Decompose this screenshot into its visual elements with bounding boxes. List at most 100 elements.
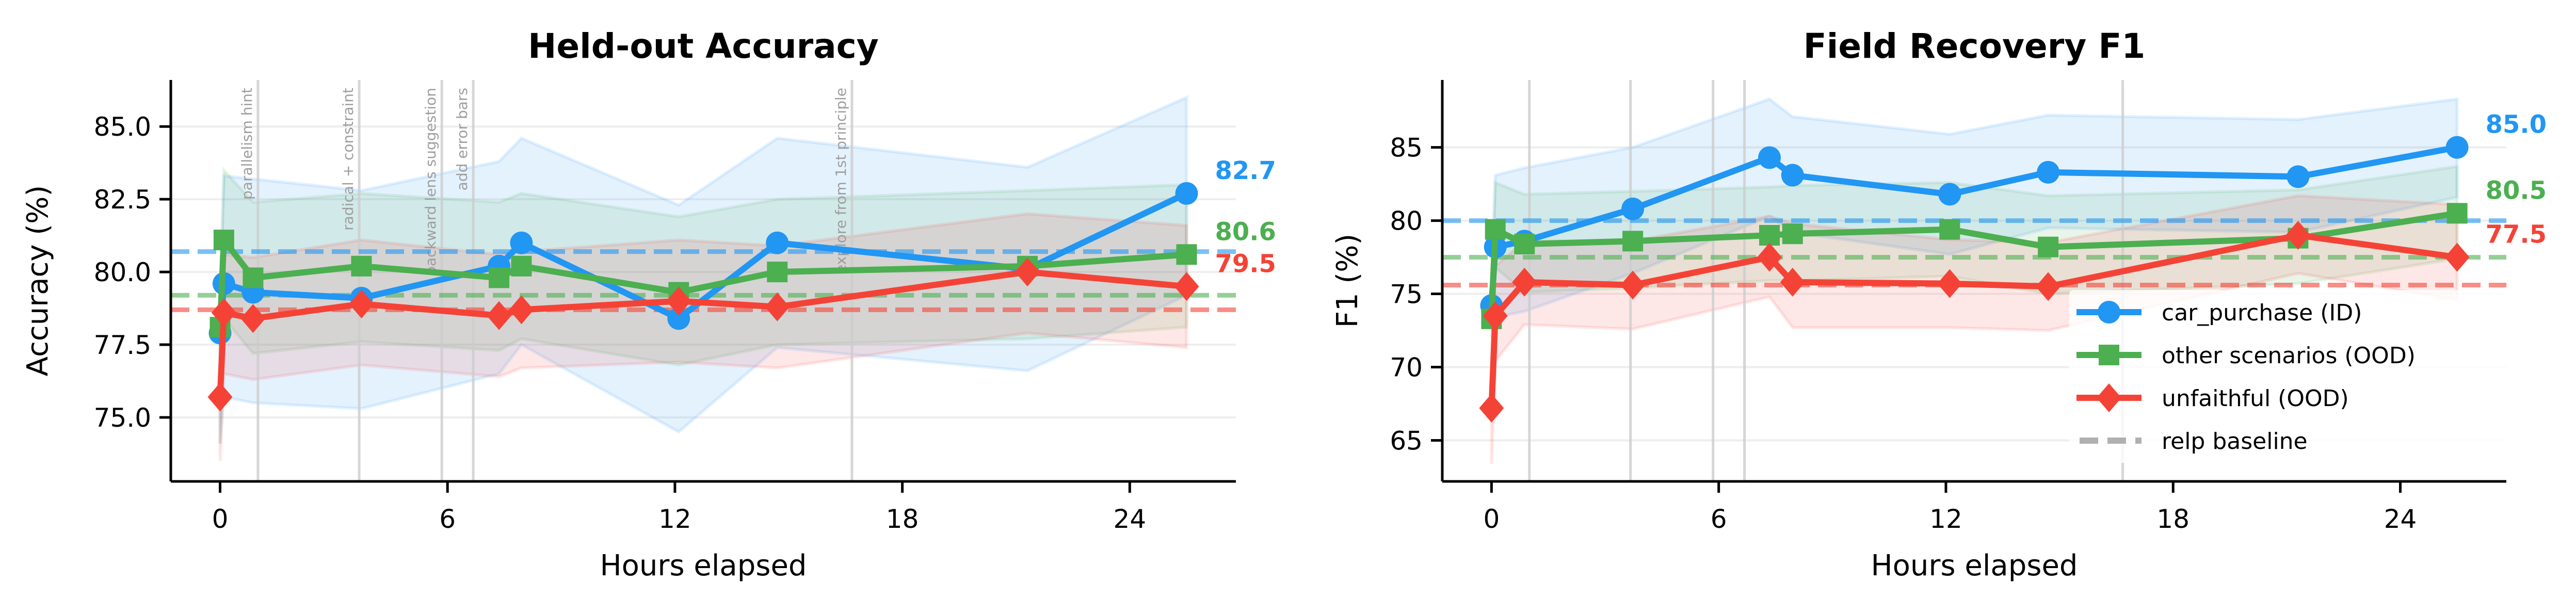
diamond-marker-icon [2097, 383, 2121, 412]
car_purchase-point [1621, 197, 1645, 220]
other_scenarios-point [243, 267, 264, 288]
unfaithful-point [509, 295, 534, 325]
car_purchase-line [217, 190, 1188, 333]
unfaithful-point [1937, 269, 1962, 298]
unfaithful-point [240, 304, 266, 333]
unfaithful-end-value: 77.5 [2486, 220, 2547, 249]
legend-item-car_purchase: car_purchase (ID) [2076, 300, 2362, 326]
legend-item-unfaithful: unfaithful (OOD) [2076, 383, 2349, 412]
event-annotation: add error bars [454, 88, 471, 190]
unfaithful-point [1015, 257, 1040, 287]
unfaithful-point [765, 292, 790, 321]
legend-item-other_scenarios: other scenarios (OOD) [2076, 343, 2416, 369]
car_purchase-end-value: 85.0 [2486, 110, 2547, 139]
unfaithful-point [2285, 220, 2311, 250]
event-annotation: backward lens suggestion [422, 88, 439, 276]
y-tick-label: 85.0 [94, 112, 151, 142]
car_purchase-point [1781, 164, 1804, 187]
unfaithful-point [1174, 272, 1199, 301]
unfaithful-end-value: 79.5 [1215, 249, 1276, 278]
unfaithful-point [207, 382, 233, 412]
car_purchase-end-value: 82.7 [1215, 156, 1276, 185]
x-tick-label: 24 [2384, 504, 2417, 534]
y-tick-label: 80.0 [94, 257, 151, 287]
other_scenarios-point [1176, 244, 1197, 265]
legend-label: unfaithful (OOD) [2162, 385, 2349, 412]
unfaithful-point [487, 301, 512, 330]
unfaithful-line [1488, 232, 2458, 409]
event-annotation: explore from 1st principle [832, 88, 849, 273]
x-tick-label: 6 [439, 504, 456, 534]
y-tick-label: 75 [1390, 280, 1423, 310]
car_purchase-point [2037, 160, 2060, 184]
other_scenarios-line [1488, 210, 2458, 319]
f1-x-axis-label: Hours elapsed [1871, 549, 2078, 583]
other_scenarios-point [1782, 223, 1803, 245]
accuracy-x-axis-label: Hours elapsed [600, 549, 807, 583]
other_scenarios-confidence-band [218, 166, 1188, 444]
accuracy-y-axis-label: Accuracy (%) [21, 185, 55, 376]
car_purchase-point [2445, 136, 2469, 159]
legend-background [2069, 290, 2508, 463]
y-tick-label: 85 [1390, 133, 1423, 163]
car_purchase-point [510, 231, 533, 254]
other_scenarios-point [1622, 231, 1644, 252]
other_scenarios-point [767, 262, 788, 283]
f1-y-axis-label: F1 (%) [1331, 234, 1364, 328]
other_scenarios-point [2446, 203, 2468, 224]
y-tick-label: 70 [1390, 353, 1423, 383]
x-tick-label: 6 [1711, 504, 1727, 534]
car_purchase-point [2287, 165, 2310, 188]
square-marker-icon [2099, 345, 2119, 365]
unfaithful-point [1620, 270, 1646, 300]
other_scenarios-point [213, 230, 234, 251]
unfaithful-point [349, 289, 374, 319]
circle-marker-icon [2098, 301, 2120, 324]
event-annotation: parallelism hint [238, 88, 255, 200]
unfaithful-point [666, 286, 691, 316]
accuracy-chart-title: Held-out Accuracy [528, 26, 879, 66]
other_scenarios-point [1485, 219, 1506, 240]
unfaithful-point [1512, 267, 1537, 297]
car_purchase-point [1175, 182, 1198, 205]
unfaithful-point [1780, 267, 1805, 297]
unfaithful-line [217, 269, 1187, 397]
legend-label: relp baseline [2162, 428, 2308, 455]
unfaithful-point [1483, 301, 1508, 331]
other_scenarios-point [351, 255, 372, 277]
x-tick-label: 12 [1929, 504, 1962, 534]
other_scenarios-point [2038, 236, 2059, 257]
legend-item-baseline: relp baseline [2080, 428, 2308, 455]
y-tick-label: 77.5 [94, 330, 151, 360]
legend-items: car_purchase (ID) other scenarios (OOD) un… [2076, 300, 2416, 455]
event-annotation: radical + constraint [340, 88, 357, 231]
y-tick-label: 80 [1390, 206, 1423, 236]
x-tick-label: 0 [212, 504, 229, 534]
f1-chart-title: Field Recovery F1 [1804, 26, 2146, 66]
legend-label: car_purchase (ID) [2162, 300, 2362, 326]
car_purchase-confidence-band [1490, 97, 2459, 329]
other_scenarios-point [489, 267, 510, 288]
car_purchase-point [1758, 146, 1781, 169]
other_scenarios-point [1514, 234, 1535, 255]
x-tick-label: 12 [658, 504, 691, 534]
unfaithful-point [1479, 394, 1504, 423]
other_scenarios-end-value: 80.6 [1215, 217, 1276, 246]
y-tick-label: 65 [1390, 426, 1423, 456]
other_scenarios-point [511, 255, 532, 277]
other_scenarios-point [1759, 224, 1780, 246]
accuracy-panel: Held-out Accuracy Hours elapsed Accuracy… [21, 26, 1276, 583]
unfaithful-point [2444, 243, 2470, 272]
x-tick-label: 18 [2156, 504, 2189, 534]
other_scenarios-end-value: 80.5 [2486, 176, 2547, 205]
car_purchase-point [766, 231, 789, 254]
y-tick-label: 82.5 [94, 185, 151, 215]
car_purchase-point [667, 307, 690, 330]
unfaithful-point [2036, 272, 2061, 301]
car_purchase-point [1938, 183, 1961, 206]
accuracy-plot-area: parallelism hint radical + constraint back… [94, 80, 1276, 534]
x-tick-label: 24 [1114, 504, 1147, 534]
legend: car_purchase (ID) other scenarios (OOD) un… [2069, 290, 2508, 463]
